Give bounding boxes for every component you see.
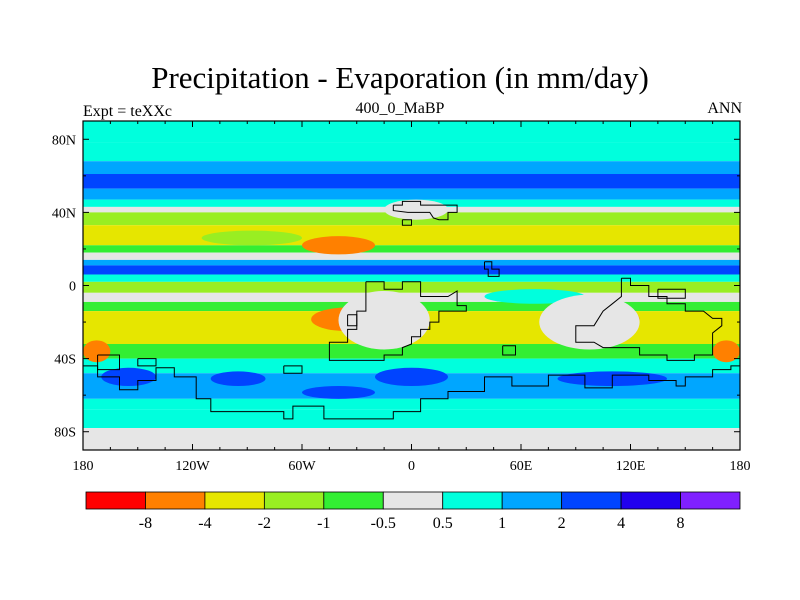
- chart-title: Precipitation - Evaporation (in mm/day): [151, 60, 649, 95]
- field-anomaly: [83, 340, 111, 363]
- field-anomaly: [375, 367, 448, 387]
- zonal-band: [83, 245, 740, 253]
- zonal-band: [83, 161, 740, 175]
- x-tick-label: 60W: [288, 459, 316, 474]
- zonal-band: [83, 259, 740, 266]
- zonal-band: [83, 265, 740, 275]
- coastline-southern-continent: [83, 365, 740, 420]
- colorbar-swatch: [145, 491, 206, 510]
- coastline-isle-a: [347, 314, 358, 327]
- colorbar-label: -8: [139, 515, 152, 532]
- coastline-east-continent: [575, 277, 723, 361]
- colorbar-swatch: [263, 491, 325, 510]
- colorbar-swatch: [561, 491, 622, 510]
- coastline-south-blob-b: [283, 365, 303, 374]
- coastline-west-continent: [328, 281, 467, 361]
- colorbar-label: -4: [198, 515, 211, 532]
- y-tick-label: 40N: [52, 206, 76, 221]
- field-anomaly: [302, 236, 375, 255]
- coastline-south-blob-a: [137, 358, 157, 367]
- field-anomaly: [338, 290, 430, 350]
- zonal-band: [83, 142, 740, 162]
- field-anomaly: [201, 230, 302, 246]
- coastline-north-block: [392, 200, 458, 221]
- x-tick-label: 60E: [510, 459, 533, 474]
- y-tick-label: 40S: [54, 353, 76, 368]
- colorbar-swatch: [501, 491, 563, 510]
- field-anomaly: [539, 294, 640, 350]
- colorbar-swatch: [442, 491, 503, 510]
- y-tick-label: 80N: [52, 133, 76, 148]
- zonal-band: [83, 428, 740, 450]
- colorbar-label: 0.5: [433, 515, 453, 532]
- colorbar-label: 4: [617, 515, 625, 532]
- colorbar-label: -2: [258, 515, 271, 532]
- axes: 180 120W 60W 0 60E 120E 180 80N 40N 0 40S 80S: [52, 121, 751, 474]
- y-tick-label: 80S: [54, 426, 76, 441]
- colorbar-swatch: [204, 491, 265, 510]
- colorbar: -8 -4 -2 -1 -0.5 0.5 1 2 4 8: [85, 491, 741, 532]
- zonal-band: [83, 343, 740, 359]
- coastline-isle-b: [502, 345, 516, 356]
- field-anomaly: [101, 367, 156, 387]
- x-tick-label: 120W: [175, 459, 210, 474]
- zonal-band: [83, 188, 740, 200]
- field-anomaly: [712, 340, 740, 363]
- coastline-far-west-block: [97, 354, 120, 371]
- coastline-small-east-box: [657, 288, 686, 299]
- zonal-band: [83, 174, 740, 189]
- colorbar-swatch: [323, 491, 384, 510]
- x-tick-label: 0: [408, 459, 415, 474]
- colorbar-swatch: [382, 491, 444, 510]
- colorbar-swatch: [680, 491, 741, 510]
- field-anomaly: [210, 371, 266, 387]
- zonal-band: [83, 358, 740, 374]
- subtitle-center: 400_0_MaBP: [355, 100, 445, 117]
- subtitle-right: ANN: [707, 100, 742, 117]
- x-tick-label: 180: [73, 459, 94, 474]
- zonal-band: [83, 409, 740, 429]
- subtitle-left: Expt = teXXc: [83, 103, 172, 120]
- colorbar-label: -1: [317, 515, 330, 532]
- y-tick-label: 0: [69, 280, 76, 295]
- x-tick-label: 120E: [616, 459, 646, 474]
- zonal-band: [83, 252, 740, 260]
- coastline-isle-c: [401, 219, 412, 226]
- colorbar-label: -0.5: [371, 515, 396, 532]
- colorbar-swatch: [85, 491, 146, 510]
- zonal-band: [83, 281, 740, 293]
- zonal-band: [83, 274, 740, 282]
- zonal-band: [83, 121, 740, 143]
- zonal-band: [83, 225, 740, 246]
- colorbar-label: 2: [558, 515, 566, 532]
- x-tick-label: 180: [730, 459, 751, 474]
- plot-area: [83, 121, 740, 450]
- zonal-band: [83, 398, 740, 410]
- field-anomaly: [302, 386, 375, 399]
- colorbar-label: 8: [677, 515, 685, 532]
- colorbar-label: 1: [498, 515, 506, 532]
- coastline-mid-island: [484, 261, 500, 277]
- colorbar-swatch: [620, 491, 681, 510]
